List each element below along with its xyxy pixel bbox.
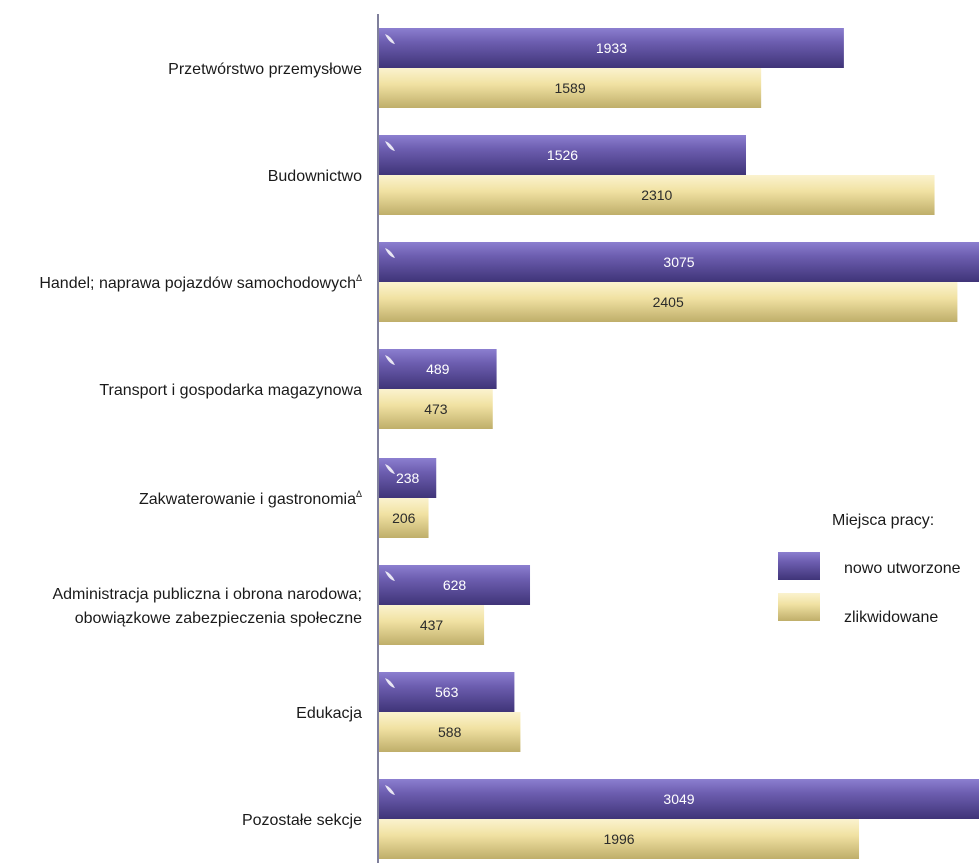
legend-label-nowo-utworzone: nowo utworzone — [844, 560, 961, 577]
legend-swatch-zlikwidowane — [778, 593, 820, 621]
bar-zlikwidowane-5 — [379, 605, 485, 645]
bar-nowo-utworzone-6 — [379, 672, 515, 712]
category-label-5-line-0: Administracja publiczna i obrona narodow… — [52, 586, 362, 603]
bar-highlight-4 — [385, 464, 395, 474]
delta-mark-2: Δ — [356, 273, 362, 283]
bar-zlikwidowane-1 — [379, 175, 935, 215]
category-label-7: Pozostałe sekcje — [242, 812, 362, 829]
bar-nowo-utworzone-2 — [379, 242, 979, 282]
category-label-0: Przetwórstwo przemysłowe — [168, 61, 362, 78]
bar-zlikwidowane-3 — [379, 389, 493, 429]
value-label-nowo-utworzone-4: 238 — [396, 470, 420, 486]
bar-nowo-utworzone-5 — [379, 565, 531, 605]
value-label-zlikwidowane-4: 206 — [392, 510, 416, 526]
value-label-zlikwidowane-3: 473 — [424, 401, 448, 417]
bar-zlikwidowane-0 — [379, 68, 762, 108]
category-label-6: Edukacja — [296, 705, 362, 722]
value-label-nowo-utworzone-0: 1933 — [596, 40, 627, 56]
bar-zlikwidowane-6 — [379, 712, 521, 752]
bar-highlight-1 — [385, 141, 395, 151]
value-label-zlikwidowane-1: 2310 — [641, 187, 672, 203]
bar-nowo-utworzone-1 — [379, 135, 747, 175]
bar-zlikwidowane-4 — [379, 498, 429, 538]
category-label-1: Budownictwo — [268, 168, 362, 185]
bar-nowo-utworzone-0 — [379, 28, 844, 68]
bar-nowo-utworzone-7 — [379, 779, 979, 819]
bar-highlight-7 — [385, 785, 395, 795]
value-label-nowo-utworzone-3: 489 — [426, 361, 450, 377]
value-label-zlikwidowane-5: 437 — [420, 617, 444, 633]
delta-mark-4: Δ — [356, 489, 362, 499]
legend-swatch-nowo-utworzone — [778, 552, 820, 580]
category-label-2: Handel; naprawa pojazdów samochodowychΔ — [39, 273, 362, 292]
category-label-3: Transport i gospodarka magazynowa — [99, 382, 362, 399]
bar-highlight-2 — [385, 248, 395, 258]
value-label-nowo-utworzone-7: 3049 — [663, 791, 694, 807]
legend-label-zlikwidowane: zlikwidowane — [844, 609, 938, 626]
bar-zlikwidowane-2 — [379, 282, 958, 322]
bar-zlikwidowane-7 — [379, 819, 860, 859]
value-label-zlikwidowane-0: 1589 — [554, 80, 585, 96]
bar-highlight-0 — [385, 34, 395, 44]
bar-nowo-utworzone-3 — [379, 349, 497, 389]
bar-highlight-5 — [385, 571, 395, 581]
value-label-nowo-utworzone-1: 1526 — [547, 147, 578, 163]
category-label-4: Zakwaterowanie i gastronomiaΔ — [139, 489, 362, 508]
value-label-nowo-utworzone-5: 628 — [443, 577, 467, 593]
legend-title: Miejsca pracy: — [832, 512, 934, 529]
value-label-nowo-utworzone-6: 563 — [435, 684, 459, 700]
value-label-zlikwidowane-7: 1996 — [603, 831, 634, 847]
value-label-zlikwidowane-6: 588 — [438, 724, 462, 740]
bar-highlight-6 — [385, 678, 395, 688]
value-label-nowo-utworzone-2: 3075 — [663, 254, 694, 270]
bar-highlight-3 — [385, 355, 395, 365]
value-label-zlikwidowane-2: 2405 — [653, 294, 684, 310]
category-label-5-line-1: obowiązkowe zabezpieczenia społeczne — [75, 610, 362, 627]
legend: Miejsca pracy: nowo utworzone zlikwidowa… — [778, 512, 961, 626]
bar-nowo-utworzone-4 — [379, 458, 437, 498]
